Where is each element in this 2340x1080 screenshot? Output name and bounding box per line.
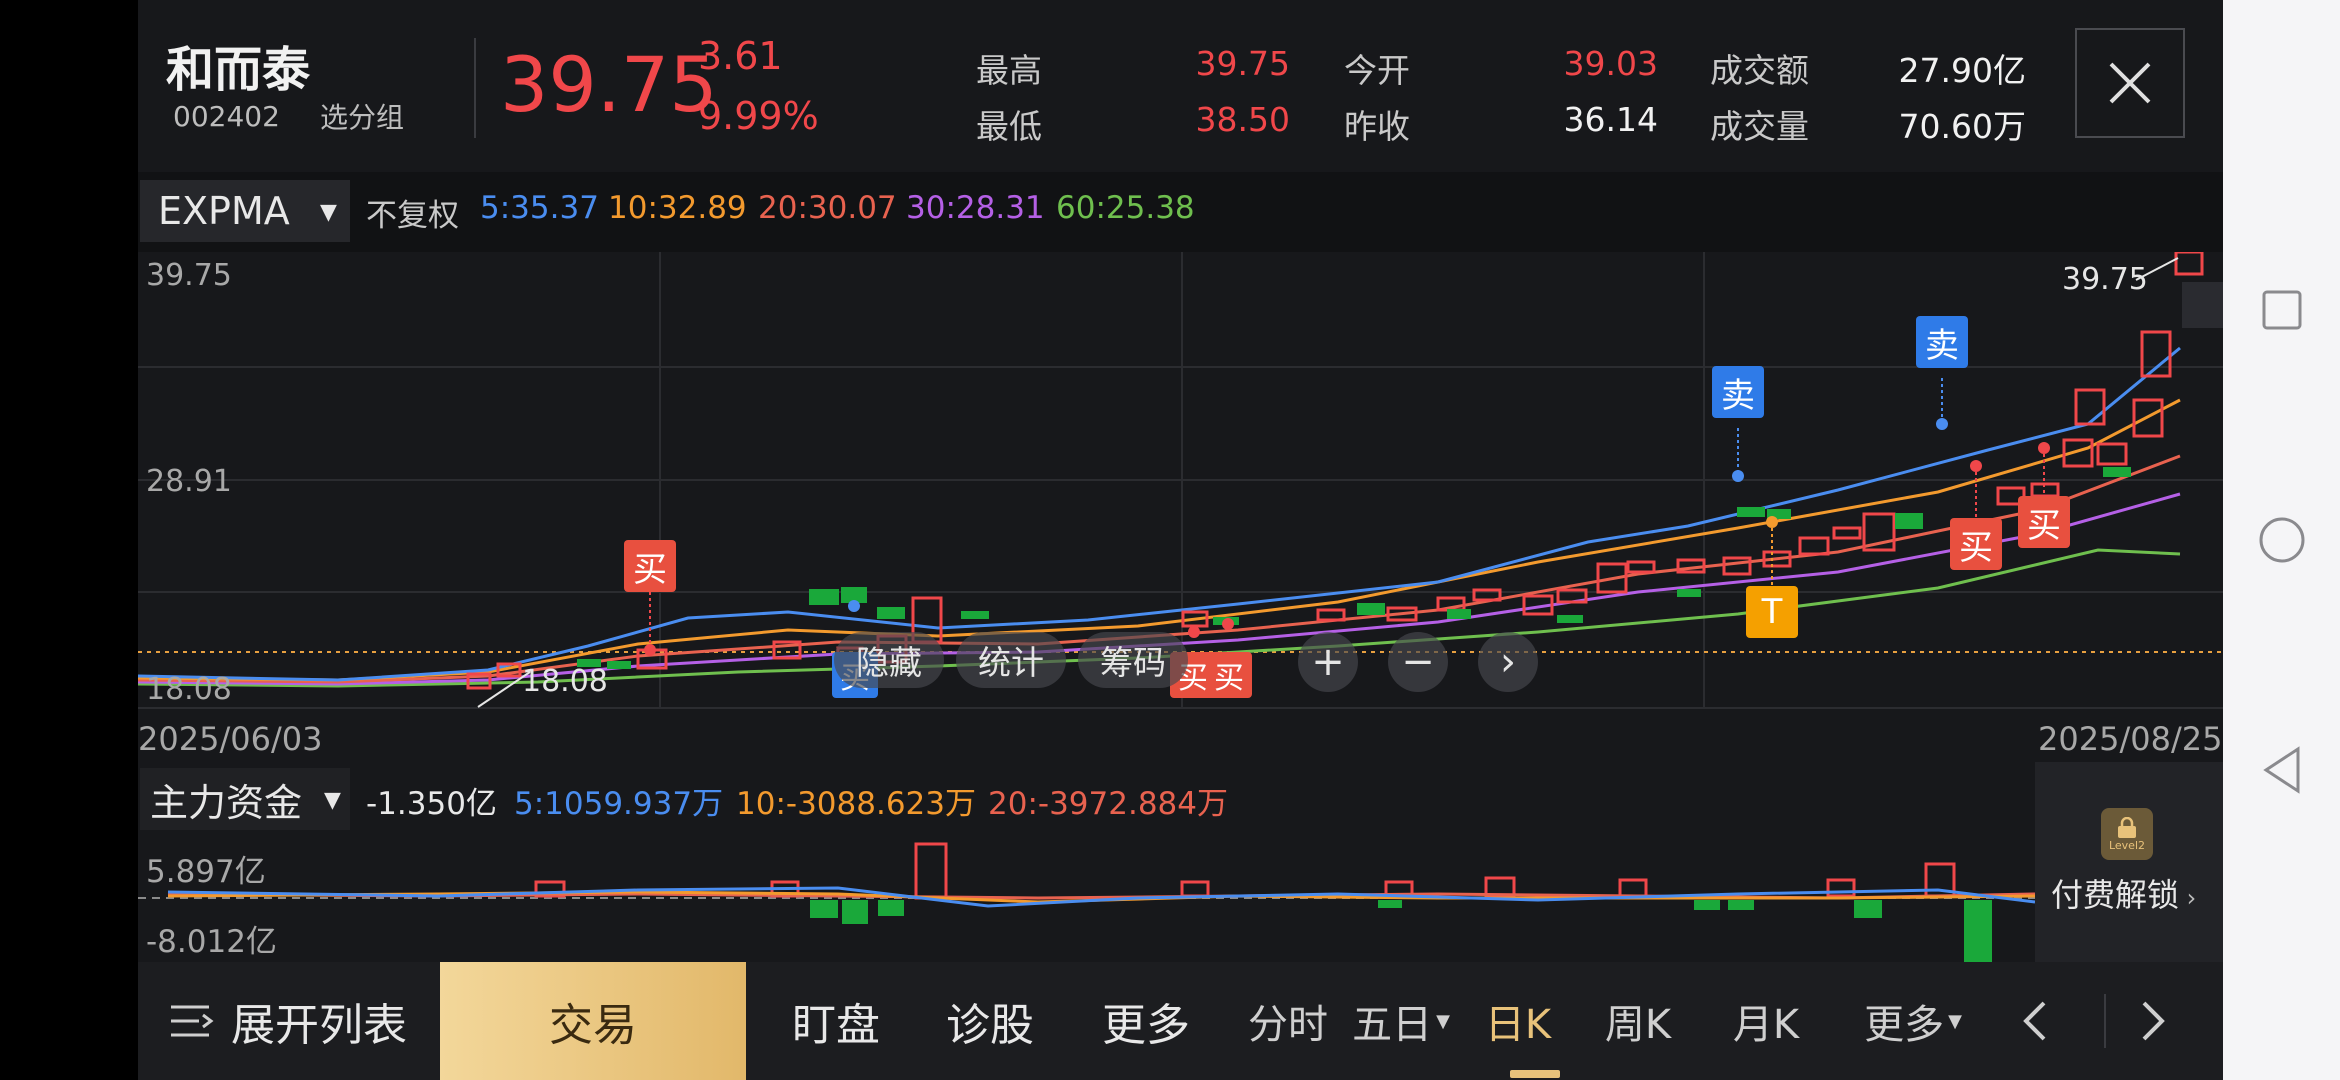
fund-flow-panel: 主力资金 ▼ 5.897亿 -8.012亿 xyxy=(138,762,2223,962)
ema5-value: 5:35.37 xyxy=(480,190,599,226)
fund-flow-svg xyxy=(138,842,2036,962)
tab-daily-k[interactable]: 日K xyxy=(1484,1002,1552,1048)
ema20-value: 20:30.07 xyxy=(758,190,897,226)
y-axis-top: 39.75 xyxy=(146,258,232,293)
more-button[interactable]: 更多 xyxy=(1102,1000,1190,1051)
buy-signal-badge[interactable]: 买 xyxy=(1206,652,1252,698)
tab-intraday[interactable]: 分时 xyxy=(1248,1002,1328,1048)
open-value: 39.03 xyxy=(1563,44,1658,83)
stock-name: 和而泰 xyxy=(166,42,311,98)
stock-app: 和而泰 002402 选分组 39.75 3.61 9.99% 最高 39.75… xyxy=(137,0,2223,1080)
system-nav-bar xyxy=(2223,0,2340,1080)
fund-indicator-select[interactable]: 主力资金 ▼ xyxy=(140,768,350,830)
list-icon xyxy=(171,1005,214,1037)
back-button[interactable] xyxy=(2223,730,2340,810)
zoom-in-button[interactable]: + xyxy=(1298,632,1358,692)
next-button[interactable]: › xyxy=(1478,632,1538,692)
kline-svg xyxy=(137,250,2223,709)
low-label: 最低 xyxy=(976,107,1042,146)
kline-chart[interactable]: 39.75 28.91 18.08 18.08 39.75 买 卖 卖 T 买 … xyxy=(137,250,2223,758)
tab-weekly-k[interactable]: 周K xyxy=(1604,1002,1672,1048)
caret-down-icon: ▼ xyxy=(324,788,341,813)
fund-total: -1.350亿 xyxy=(366,786,497,822)
fund-indicator-name: 主力资金 xyxy=(150,780,303,825)
expand-list-button[interactable]: 展开列表 xyxy=(158,962,418,1080)
fund-10: 10:-3088.623万 xyxy=(736,786,976,822)
close-button[interactable] xyxy=(2075,28,2185,138)
zoom-out-button[interactable]: − xyxy=(1388,632,1448,692)
square-icon xyxy=(2262,290,2301,330)
circle-icon xyxy=(2259,517,2304,563)
high-price-marker: 39.75 xyxy=(2062,262,2148,297)
stats-button[interactable]: 统计 xyxy=(956,632,1066,688)
fund-20: 20:-3972.884万 xyxy=(988,786,1228,822)
indicator-name: EXPMA xyxy=(158,189,290,233)
amount-label: 成交额 xyxy=(1710,51,1809,90)
hide-button[interactable]: 隐藏 xyxy=(834,632,944,688)
ema60-value: 60:25.38 xyxy=(1056,190,1195,226)
prev-close-value: 36.14 xyxy=(1563,100,1658,139)
indicator-select[interactable]: EXPMA ▼ xyxy=(140,180,350,242)
chevron-right-icon xyxy=(2142,1001,2165,1041)
y-axis-bottom: 18.08 xyxy=(146,672,232,707)
buy-signal-badge[interactable]: 买 xyxy=(2018,496,2070,548)
paid-unlock-panel[interactable]: Level2 付费解锁 › xyxy=(2035,762,2223,962)
adjust-mode[interactable]: 不复权 xyxy=(366,198,459,234)
stock-code: 002402 xyxy=(173,100,280,133)
low-price-marker: 18.08 xyxy=(522,664,608,699)
open-label: 今开 xyxy=(1344,51,1410,90)
home-button[interactable] xyxy=(2223,500,2340,580)
next-period-button[interactable] xyxy=(2118,962,2188,1080)
chevron-left-icon xyxy=(2023,1001,2046,1041)
sell-signal-badge[interactable]: 卖 xyxy=(1916,316,1968,368)
high-label: 最高 xyxy=(976,51,1042,90)
close-icon xyxy=(2109,62,2151,104)
prev-button[interactable] xyxy=(2000,962,2070,1080)
tab-monthly-k[interactable]: 月K xyxy=(1732,1002,1800,1048)
quote-header: 和而泰 002402 选分组 39.75 3.61 9.99% 最高 39.75… xyxy=(138,0,2223,172)
volume-value: 70.60万 xyxy=(1898,107,2026,146)
chips-button[interactable]: 筹码 xyxy=(1078,632,1188,688)
lock-icon: Level2 xyxy=(2101,808,2153,860)
buy-signal-badge[interactable]: 买 xyxy=(1950,518,2002,570)
high-value: 39.75 xyxy=(1195,44,1290,83)
price-change: 3.61 xyxy=(698,34,783,78)
tab-five-day[interactable]: 五日 ▼ xyxy=(1352,1002,1450,1048)
ema30-value: 30:28.31 xyxy=(906,190,1045,226)
indicator-bar: EXPMA ▼ xyxy=(138,172,2223,252)
ema10-value: 10:32.89 xyxy=(608,190,747,226)
paid-unlock-label: 付费解锁 › xyxy=(2051,876,2197,914)
price-change-pct: 9.99% xyxy=(698,94,819,138)
tab-more-periods[interactable]: 更多 ▼ xyxy=(1864,1002,1962,1048)
sell-signal-badge[interactable]: 卖 xyxy=(1712,366,1764,418)
date-start: 2025/06/03 xyxy=(138,720,323,758)
t-signal-badge[interactable]: T xyxy=(1746,586,1798,638)
active-tab-indicator xyxy=(1510,1070,1560,1078)
trade-button[interactable]: 交易 xyxy=(440,962,746,1080)
volume-label: 成交量 xyxy=(1710,107,1809,146)
date-end: 2025/08/25 xyxy=(2038,720,2223,758)
watch-button[interactable]: 盯盘 xyxy=(792,1000,880,1051)
y-axis-mid: 28.91 xyxy=(146,464,232,499)
buy-signal-badge[interactable]: 买 xyxy=(624,540,676,592)
fund-y-bottom: -8.012亿 xyxy=(146,924,277,960)
bottom-nav: 展开列表 交易 盯盘 诊股 更多 分时 五日 ▼ 日K 周K 月K 更多 ▼ xyxy=(138,962,2223,1080)
recent-apps-button[interactable] xyxy=(2223,270,2340,350)
divider xyxy=(474,38,476,138)
prev-close-label: 昨收 xyxy=(1344,107,1410,146)
back-triangle-icon xyxy=(2262,746,2299,794)
low-value: 38.50 xyxy=(1195,100,1290,139)
amount-value: 27.90亿 xyxy=(1898,51,2026,90)
fund-5: 5:1059.937万 xyxy=(514,786,724,822)
select-group-button[interactable]: 选分组 xyxy=(320,101,405,134)
diagnose-button[interactable]: 诊股 xyxy=(946,1000,1034,1051)
divider xyxy=(2104,994,2106,1048)
level2-badge: Level2 xyxy=(2108,838,2146,852)
caret-down-icon: ▼ xyxy=(320,200,337,225)
fund-y-top: 5.897亿 xyxy=(146,854,266,890)
chart-scroll-handle[interactable] xyxy=(2182,282,2223,328)
current-price: 39.75 xyxy=(500,40,718,129)
